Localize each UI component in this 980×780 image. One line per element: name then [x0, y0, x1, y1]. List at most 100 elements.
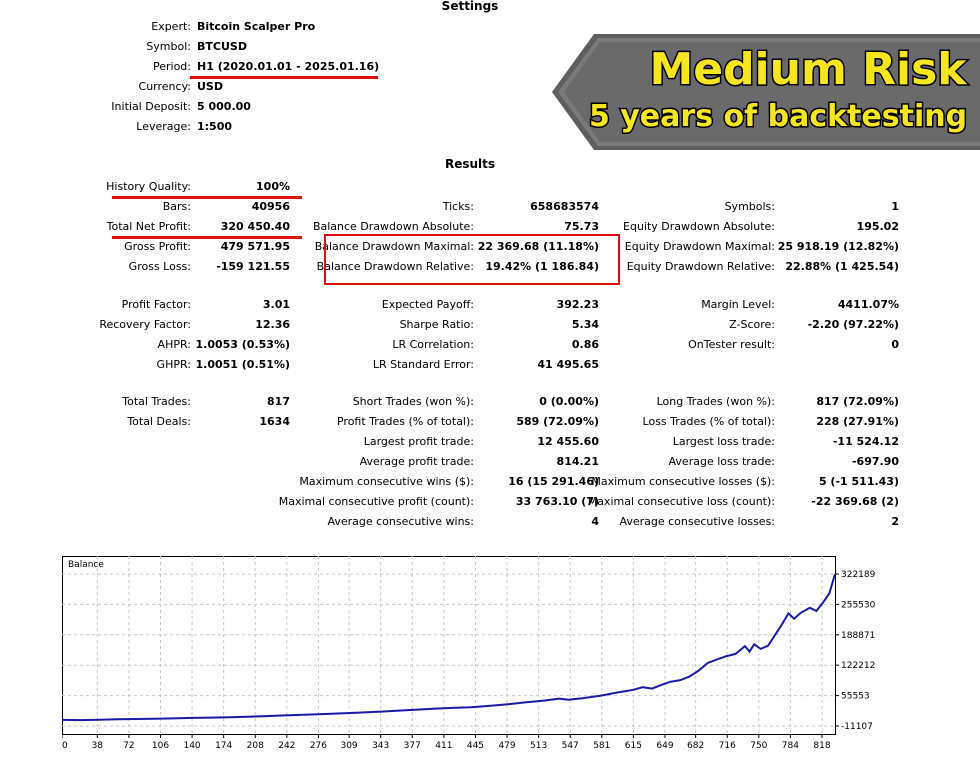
chart-x-tick-label: 343 — [372, 741, 389, 751]
eq-dd-rel-value: 22.88% (1 425.54) — [785, 260, 899, 273]
settings-title: Settings — [441, 0, 499, 13]
maximal-cons-loss-label: Maximal consecutive loss (count): — [587, 495, 775, 508]
gross-profit-label: Gross Profit: — [124, 240, 191, 253]
chart-x-tick-label: 750 — [750, 741, 767, 751]
ghpr-label: GHPR: — [156, 358, 191, 371]
maximal-cons-profit-label: Maximal consecutive profit (count): — [278, 495, 474, 508]
avg-profit-value: 814.21 — [556, 455, 599, 468]
period-label: Period: — [152, 60, 191, 73]
history-quality-value: 100% — [256, 180, 290, 193]
chart-x-tick-label: 140 — [183, 741, 200, 751]
balance-series-line — [62, 573, 836, 722]
profit-factor-label: Profit Factor: — [121, 298, 191, 311]
largest-profit-label: Largest profit trade: — [363, 435, 474, 448]
maximal-cons-loss-value: -22 369.68 (2) — [811, 495, 899, 508]
long-trades-value: 817 (72.09%) — [816, 395, 899, 408]
chart-x-tick-label: 242 — [278, 741, 295, 751]
total-deals-label: Total Deals: — [127, 415, 191, 428]
ontester-value: 0 — [891, 338, 899, 351]
expected-payoff-label: Expected Payoff: — [381, 298, 474, 311]
ahpr-value: 1.0053 (0.53%) — [195, 338, 291, 351]
maximal-cons-profit-value: 33 763.10 (7) — [515, 495, 599, 508]
symbol-label: Symbol: — [146, 40, 191, 53]
bal-dd-max-value: 22 369.68 (11.18%) — [477, 240, 599, 253]
avg-loss-value: -697.90 — [851, 455, 899, 468]
ahpr-label: AHPR: — [157, 338, 191, 351]
chart-x-tick-label: 649 — [656, 741, 673, 751]
chart-x-tick-label: 716 — [719, 741, 736, 751]
period-value: H1 (2020.01.01 - 2025.01.16) — [197, 60, 380, 73]
avg-cons-losses-label: Average consecutive losses: — [619, 515, 775, 528]
symbol-value: BTCUSD — [197, 40, 247, 53]
avg-cons-wins-value: 4 — [591, 515, 599, 528]
net-profit-value: 320 450.40 — [220, 220, 290, 233]
history-quality-label: History Quality: — [106, 180, 191, 193]
chart-x-tick-label: 276 — [310, 741, 327, 751]
eq-dd-abs-value: 195.02 — [856, 220, 899, 233]
max-cons-losses-value: 5 (-1 511.43) — [818, 475, 899, 488]
total-deals-value: 1634 — [259, 415, 290, 428]
chart-x-tick-label: 784 — [782, 741, 799, 751]
chart-x-tick-label: 377 — [404, 741, 421, 751]
eq-dd-max-label: Equity Drawdown Maximal: — [624, 240, 775, 253]
lr-corr-label: LR Correlation: — [392, 338, 474, 351]
sharpe-value: 5.34 — [571, 318, 599, 331]
banner-line1: Medium Risk — [649, 44, 968, 95]
bal-dd-abs-value: 75.73 — [564, 220, 599, 233]
bal-dd-rel-label: Balance Drawdown Relative: — [316, 260, 474, 273]
chart-y-tick-label: 322189 — [841, 570, 876, 580]
chart-x-tick-label: 513 — [530, 741, 547, 751]
chart-x-tick-label: 479 — [498, 741, 515, 751]
largest-profit-value: 12 455.60 — [537, 435, 599, 448]
chart-x-tick-label: 615 — [625, 741, 642, 751]
balance-chart: 0 38 72 106 140 174 208 242 276 309 343 377 411 445 47… — [62, 556, 876, 751]
currency-label: Currency: — [138, 80, 191, 93]
ontester-label: OnTester result: — [688, 338, 775, 351]
max-cons-losses-label: Maximum consecutive losses ($): — [591, 475, 775, 488]
largest-loss-label: Largest loss trade: — [672, 435, 775, 448]
results-title: Results — [444, 157, 496, 171]
chart-x-tick-label: 818 — [813, 741, 830, 751]
gross-profit-value: 479 571.95 — [220, 240, 290, 253]
short-trades-value: 0 (0.00%) — [539, 395, 599, 408]
profit-trades-value: 589 (72.09%) — [516, 415, 599, 428]
bal-dd-max-label: Balance Drawdown Maximal: — [314, 240, 474, 253]
history-quality-underline — [112, 196, 302, 199]
margin-level-label: Margin Level: — [701, 298, 775, 311]
chart-x-tick-label: 174 — [215, 741, 232, 751]
net-profit-underline — [112, 236, 302, 239]
eq-dd-rel-label: Equity Drawdown Relative: — [626, 260, 775, 273]
deposit-label: Initial Deposit: — [111, 100, 191, 113]
ticks-label: Ticks: — [442, 200, 474, 213]
bal-dd-abs-label: Balance Drawdown Absolute: — [312, 220, 474, 233]
symbols-value: 1 — [891, 200, 899, 213]
avg-profit-label: Average profit trade: — [359, 455, 474, 468]
currency-value: USD — [197, 80, 223, 93]
chart-x-tick-label: 411 — [435, 741, 452, 751]
chart-x-tick-label: 309 — [340, 741, 357, 751]
banner-line2: 5 years of backtesting — [589, 99, 967, 134]
chart-x-tick-label: 445 — [467, 741, 484, 751]
chart-title: Balance — [68, 560, 104, 570]
deposit-value: 5 000.00 — [197, 100, 251, 113]
bal-dd-rel-value: 19.42% (1 186.84) — [485, 260, 599, 273]
chart-grid — [62, 556, 835, 734]
chart-x-ticks: 0 38 72 106 140 174 208 242 276 309 343 377 411 445 47… — [62, 734, 831, 751]
loss-trades-label: Loss Trades (% of total): — [642, 415, 775, 428]
chart-plot-area — [62, 556, 836, 735]
largest-loss-value: -11 524.12 — [832, 435, 899, 448]
chart-x-tick-label: 208 — [247, 741, 264, 751]
chart-x-tick-label: 0 — [62, 741, 68, 751]
eq-dd-abs-label: Equity Drawdown Absolute: — [623, 220, 775, 233]
period-underline — [190, 76, 378, 79]
chart-x-tick-label: 38 — [92, 741, 104, 751]
chart-y-tick-label: 188871 — [841, 631, 875, 641]
gross-loss-value: -159 121.55 — [216, 260, 290, 273]
chart-y-tick-label: -11107 — [841, 722, 873, 732]
gross-loss-label: Gross Loss: — [128, 260, 191, 273]
chart-x-tick-label: 547 — [562, 741, 579, 751]
lr-se-label: LR Standard Error: — [372, 358, 474, 371]
zscore-label: Z-Score: — [729, 318, 775, 331]
chart-x-tick-label: 682 — [687, 741, 704, 751]
expert-label: Expert: — [151, 20, 191, 33]
